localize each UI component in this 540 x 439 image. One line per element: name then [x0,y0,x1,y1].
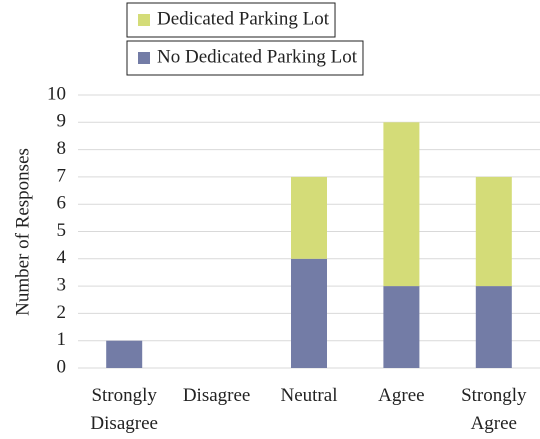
bar-segment [291,258,327,368]
legend-box [126,2,336,38]
y-tick-label: 7 [57,165,67,186]
bar-segment [291,176,327,259]
y-tick-label: 5 [57,220,67,241]
legend-box [126,40,364,76]
y-tick-label: 10 [47,83,66,104]
x-tick-label: Neutral [280,385,338,406]
x-tick-label: Agree [378,385,425,406]
y-tick-label: 9 [57,111,67,132]
x-tick-label: Strongly Agree [461,385,527,434]
y-tick-label: 0 [57,356,67,377]
y-tick-label: 4 [57,247,67,268]
y-tick-label: 2 [57,302,67,323]
y-tick-label: 3 [57,274,67,295]
bar-segment [383,286,420,368]
x-tick-label: Disagree [182,385,251,406]
bar-segment [475,176,512,287]
y-tick-label: 1 [57,329,67,350]
x-tick-label: Strongly Disagree [90,385,158,434]
legend-swatch [138,14,150,26]
legend-swatch [138,52,150,64]
bar-segment [106,340,143,368]
legend-label: No Dedicated Parking Lot [157,46,358,67]
y-tick-label: 6 [57,193,67,214]
y-axis-label: Number of Responses [12,148,33,316]
legend-label: Dedicated Parking Lot [157,8,330,29]
bar-segment [475,286,512,368]
y-tick-label: 8 [57,138,67,159]
bar-segment [383,122,420,287]
